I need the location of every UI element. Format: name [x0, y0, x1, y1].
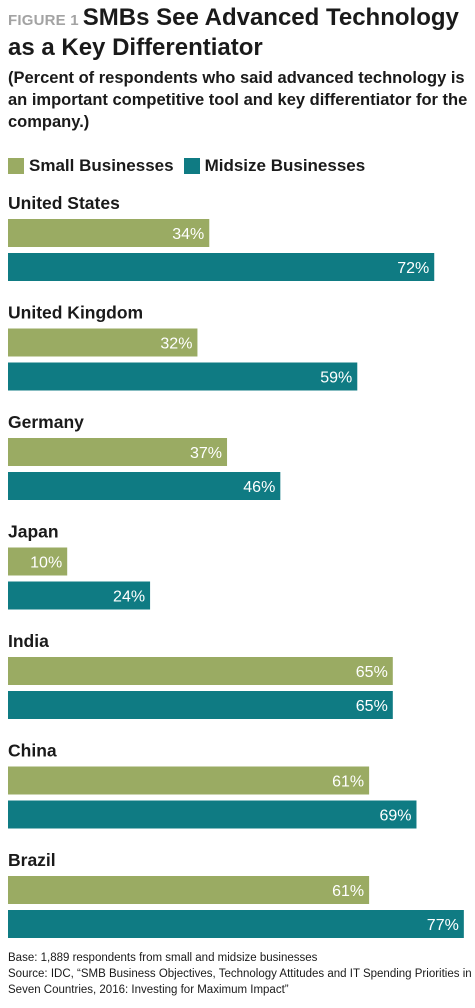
bar-small — [8, 219, 210, 247]
bar-value-label: 61% — [332, 883, 364, 900]
chart-title: SMBs See Advanced Technology — [82, 4, 459, 31]
bar-small — [8, 328, 198, 357]
bar-midsize — [8, 253, 435, 281]
footer-base: Base: 1,889 respondents from small and m… — [8, 952, 318, 964]
bar-value-label: 24% — [113, 589, 145, 606]
bar-value-label: 46% — [243, 479, 275, 496]
chart-header: FIGURE 1 SMBs See Advanced Technology as … — [8, 4, 470, 133]
bar-value-label: 61% — [332, 774, 364, 791]
bar-value-label: 65% — [356, 664, 388, 681]
figure-label: FIGURE 1 — [8, 12, 79, 29]
chart-footer: Base: 1,889 respondents from small and m… — [8, 950, 473, 998]
bar-value-label: 34% — [172, 226, 204, 243]
bar-midsize — [8, 910, 464, 938]
bar-midsize — [8, 691, 393, 719]
chart-title-line-2: as a Key Differentiator — [8, 34, 263, 61]
bar-value-label: 72% — [397, 260, 429, 277]
bar-value-label: 37% — [190, 445, 222, 462]
legend-label-midsize: Midsize Businesses — [204, 156, 366, 175]
legend-item-midsize: Midsize Businesses — [183, 156, 366, 176]
bar-small — [8, 876, 370, 904]
legend: Small Businesses Midsize Businesses — [8, 156, 375, 176]
bar-small — [8, 766, 370, 795]
bar-small — [8, 438, 228, 466]
bar-value-label: 65% — [356, 698, 388, 715]
legend-item-small: Small Businesses — [8, 156, 174, 176]
legend-label-small: Small Businesses — [29, 156, 174, 175]
bar-small — [8, 547, 68, 576]
category-label: India — [8, 631, 49, 651]
legend-swatch-midsize — [183, 158, 200, 174]
bar-value-label: 69% — [379, 808, 411, 825]
bar-value-label: 32% — [160, 336, 192, 353]
category-label: United Kingdom — [8, 303, 143, 323]
chart-title-line-1: FIGURE 1 SMBs See Advanced Technology — [8, 4, 470, 34]
legend-swatch-small — [8, 158, 24, 174]
bar-midsize — [8, 800, 417, 829]
footer-source: Source: IDC, “SMB Business Objectives, T… — [8, 968, 472, 996]
bar-small — [8, 657, 393, 685]
chart-subtitle: (Percent of respondents who said advance… — [8, 69, 468, 131]
category-label: Japan — [8, 522, 59, 542]
bar-midsize — [8, 472, 281, 500]
category-label: Brazil — [8, 850, 56, 870]
bar-midsize — [8, 581, 151, 610]
bar-value-label: 10% — [30, 555, 62, 572]
category-label: China — [8, 741, 57, 761]
bar-midsize — [8, 362, 358, 391]
category-label: United States — [8, 193, 120, 213]
category-label: Germany — [8, 412, 84, 432]
bar-value-label: 59% — [320, 370, 352, 387]
bar-value-label: 77% — [427, 917, 459, 934]
